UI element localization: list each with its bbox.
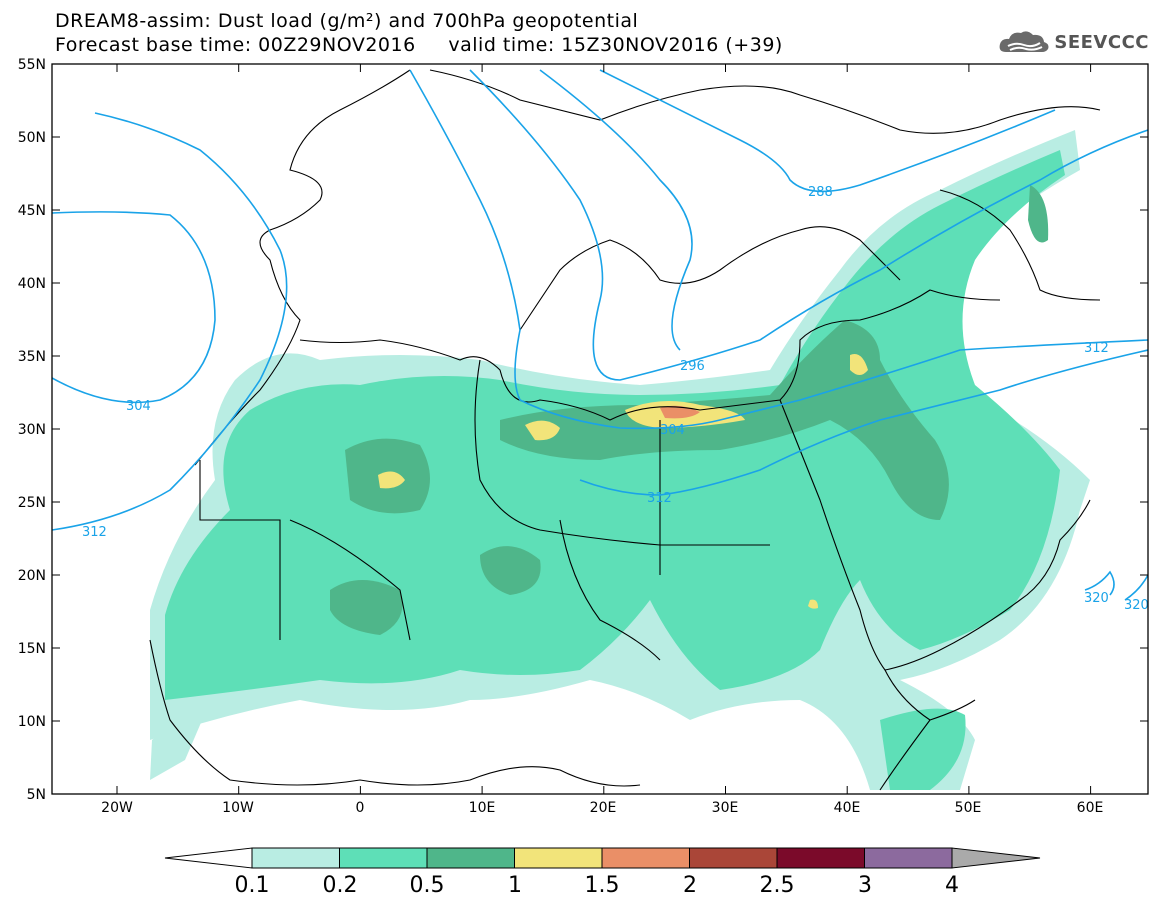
- colorbar-label: 0.1: [234, 873, 270, 898]
- cloud-icon: [999, 31, 1049, 52]
- contour-labels: 304 312 288 296 304 312 312 320 320: [82, 185, 1149, 613]
- lat-label: 30N: [17, 422, 46, 438]
- contour-label: 312: [82, 525, 107, 540]
- colorbar-label: 0.5: [409, 873, 445, 898]
- colorbar-label: 1.5: [584, 873, 620, 898]
- colorbar-swatch: [689, 847, 778, 869]
- lon-label: 10W: [222, 800, 254, 816]
- contour-label: 312: [1084, 341, 1109, 356]
- lat-label: 50N: [17, 130, 46, 146]
- colorbar-swatch: [251, 847, 340, 869]
- colorbar-label: 1: [508, 873, 522, 898]
- logo-text: SEEVCCC: [1054, 31, 1149, 53]
- colorbar-label: 3: [858, 873, 872, 898]
- map-title: DREAM8-assim: Dust load (g/m²) and 700hP…: [55, 10, 639, 32]
- lat-label: 45N: [17, 203, 46, 219]
- lon-label: 50E: [954, 800, 982, 816]
- colorbar-swatch: [601, 847, 690, 869]
- colorbar-swatch: [864, 847, 953, 869]
- contour-label: 320: [1124, 598, 1149, 613]
- lon-label: 40E: [833, 800, 861, 816]
- contour-label: 320: [1084, 591, 1109, 606]
- colorbar-under-arrow: [164, 847, 253, 869]
- lat-label: 5N: [26, 787, 46, 803]
- colorbar-swatch: [426, 847, 515, 869]
- colorbar-over-arrow: [951, 847, 1041, 869]
- lon-label: 20W: [101, 800, 133, 816]
- axis-ticks: [52, 63, 1148, 795]
- colorbar-label: 2.5: [759, 873, 795, 898]
- lat-label: 55N: [17, 57, 46, 73]
- contour-label: 296: [680, 359, 705, 374]
- contour-label: 312: [647, 491, 672, 506]
- colorbar-swatch: [776, 847, 865, 869]
- colorbar-label: 0.2: [322, 873, 358, 898]
- contour-label: 304: [126, 399, 151, 414]
- lon-label: 10E: [468, 800, 496, 816]
- colorbar: [164, 847, 1041, 869]
- forecast-time-line: Forecast base time: 00Z29NOV2016 valid t…: [55, 34, 783, 56]
- lat-label: 40N: [17, 276, 46, 292]
- geopotential-contours: [52, 69, 1148, 601]
- contour-label: 288: [808, 185, 833, 200]
- lon-label: 30E: [711, 800, 739, 816]
- coastlines: [149, 69, 1101, 791]
- dust-field: [150, 130, 1090, 790]
- seevccc-logo: SEEVCCC: [998, 28, 1149, 56]
- lon-label: 60E: [1076, 800, 1104, 816]
- lat-label: 10N: [17, 714, 46, 730]
- colorbar-swatch: [514, 847, 603, 869]
- colorbar-swatch: [339, 847, 428, 869]
- lon-label: 0: [355, 800, 365, 816]
- lat-label: 20N: [17, 568, 46, 584]
- contour-label: 304: [660, 423, 685, 438]
- lat-label: 25N: [17, 495, 46, 511]
- colorbar-label: 2: [683, 873, 697, 898]
- lon-label: 20E: [589, 800, 617, 816]
- lat-label: 15N: [17, 641, 46, 657]
- lat-label: 35N: [17, 349, 46, 365]
- colorbar-label: 4: [945, 873, 959, 898]
